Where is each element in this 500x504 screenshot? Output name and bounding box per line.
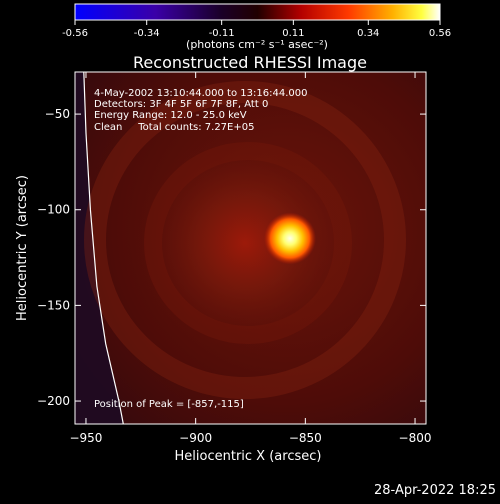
- y-tick-label: −150: [37, 298, 70, 312]
- colorbar: [74, 3, 441, 21]
- x-tick-label: −900: [179, 431, 212, 445]
- colorbar-tick-label: -0.34: [134, 28, 160, 39]
- solar-limb: [83, 72, 124, 424]
- x-axis-label: Heliocentric X (arcsec): [175, 449, 322, 464]
- colorbar-tick-label: 0.11: [282, 28, 304, 39]
- annotation-detectors: Detectors: 3F 4F 5F 6F 7F 8F, Att 0: [94, 99, 268, 110]
- annotation-time-range: 4-May-2002 13:10:44.000 to 13:16:44.000: [94, 88, 307, 99]
- ring-artifact: [84, 81, 406, 399]
- x-tick-label: −800: [399, 431, 432, 445]
- footer-timestamp: 28-Apr-2022 18:25: [374, 483, 496, 498]
- peak-position-label: Position of Peak = [-857,-115]: [94, 399, 244, 410]
- x-tick-label: −950: [69, 431, 102, 445]
- peak-source: [263, 212, 316, 265]
- annotation-clean-counts: Clean Total counts: 7.27E+05: [94, 122, 254, 133]
- y-axis-ticks: −50 −100 −150 −200: [37, 107, 426, 408]
- colorbar-tick-label: 0.56: [429, 28, 451, 39]
- y-tick-label: −100: [37, 203, 70, 217]
- x-axis-ticks: −950 −900 −850 −800: [69, 72, 432, 445]
- source-halo: [135, 133, 355, 353]
- y-axis-label: Heliocentric Y (arcsec): [15, 175, 30, 321]
- plot-frame: [74, 71, 427, 425]
- colorbar-ticks: -0.56 -0.34 -0.11 0.11 0.34 0.56: [62, 20, 451, 39]
- y-tick-label: −50: [45, 107, 70, 121]
- annotation-energy: Energy Range: 12.0 - 25.0 keV: [94, 110, 247, 121]
- y-tick-label: −200: [37, 394, 70, 408]
- colorbar-unit-label: (photons cm⁻² s⁻¹ asec⁻²): [186, 38, 328, 51]
- annotation-block: 4-May-2002 13:10:44.000 to 13:16:44.000 …: [94, 88, 307, 133]
- image-plot: [75, 72, 426, 424]
- colorbar-tick-label: 0.34: [357, 28, 379, 39]
- colorbar-tick-label: -0.11: [209, 28, 235, 39]
- chart-title: Reconstructed RHESSI Image: [133, 53, 367, 72]
- colorbar-tick-label: -0.56: [62, 28, 88, 39]
- x-tick-label: −850: [289, 431, 322, 445]
